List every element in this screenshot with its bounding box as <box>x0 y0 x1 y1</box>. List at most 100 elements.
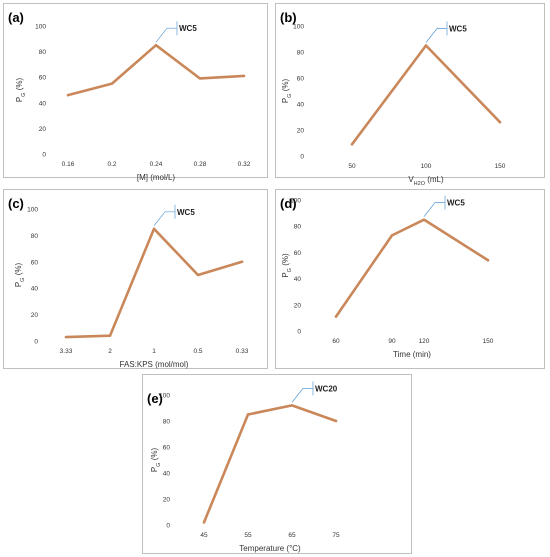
x-axis-label: FAS:KPS (mol/mol) <box>120 360 189 369</box>
y-tick-label: 20 <box>163 497 171 504</box>
series-line <box>64 227 244 339</box>
chart-svg: 0 20 40 60 80 100 3.33 2 1 0.5 0.33 FAS:KPS (mol/mo… <box>14 204 249 369</box>
annotation-label: WC5 <box>449 25 467 34</box>
data-point <box>64 335 68 339</box>
chart-svg: 0 20 40 60 80 100 50 100 150 VH2O (mL) PG (%) WC5 <box>281 21 506 187</box>
x-tick-label: 150 <box>495 163 506 170</box>
x-axis-label: [M] (mol/L) <box>137 173 176 182</box>
series-line <box>350 44 502 146</box>
y-axis-label: PG (%) <box>281 79 293 104</box>
data-point <box>66 93 70 97</box>
panel-letter: (e) <box>147 391 163 406</box>
y-tick-label: 80 <box>297 50 305 57</box>
x-tick-label: 0.32 <box>238 161 251 168</box>
y-axis-label: PG (%) <box>281 253 293 278</box>
y-tick-label: 40 <box>31 286 39 293</box>
series-line <box>334 218 490 318</box>
x-tick-label: 0.2 <box>107 161 116 168</box>
x-tick-label: 65 <box>288 532 296 539</box>
y-axis-label: PG (%) <box>15 78 27 103</box>
data-point <box>334 419 338 423</box>
y-tick-label: 0 <box>297 329 301 336</box>
panel-letter: (d) <box>280 196 297 211</box>
y-tick-label: 80 <box>39 49 47 56</box>
data-point <box>154 44 158 47</box>
x-tick-label: 1 <box>152 348 156 355</box>
y-tick-label: 100 <box>159 393 170 400</box>
y-tick-label: 80 <box>163 419 171 426</box>
y-tick-label: 0 <box>42 152 46 159</box>
data-point <box>422 218 426 221</box>
data-point <box>390 234 394 237</box>
y-tick-label: 100 <box>35 24 46 31</box>
panel-letter: (a) <box>8 10 24 25</box>
x-tick-label: 120 <box>419 338 430 345</box>
annotation-callout <box>423 202 445 217</box>
y-tick-label: 80 <box>31 233 39 240</box>
y-tick-label: 60 <box>39 75 47 82</box>
y-tick-label: 20 <box>39 126 47 133</box>
y-tick-label: 100 <box>27 207 38 214</box>
x-tick-label: 2 <box>108 348 112 355</box>
annotation-label: WC20 <box>315 384 338 393</box>
x-tick-label: 45 <box>200 532 208 539</box>
x-tick-label: 3.33 <box>60 348 73 355</box>
x-tick-label: 0.16 <box>62 161 75 168</box>
x-tick-label: 150 <box>483 338 494 345</box>
annotation-callout <box>425 28 447 43</box>
data-point <box>202 521 206 524</box>
data-point <box>242 74 246 78</box>
y-tick-label: 40 <box>39 100 47 107</box>
data-point <box>240 260 244 263</box>
series-line <box>66 43 246 97</box>
y-tick-label: 0 <box>300 154 304 161</box>
chart-panel-d: (d) 0 20 40 60 80 100 60 90 120 150 Time (min) PG (… <box>275 189 545 369</box>
y-tick-label: 80 <box>294 224 302 231</box>
data-point <box>350 143 354 146</box>
panel-letter: (c) <box>8 196 24 211</box>
chart-svg: 0 20 40 60 80 100 60 90 120 150 Time (min) PG (%) WC… <box>281 195 494 359</box>
data-point <box>198 77 202 80</box>
data-point <box>196 273 200 277</box>
annotation-callout <box>291 388 313 403</box>
x-axis-label: Temperature (°C) <box>239 544 301 553</box>
data-point <box>152 227 156 230</box>
annotation-callout <box>155 27 177 43</box>
y-tick-label: 20 <box>31 312 39 319</box>
y-tick-label: 40 <box>163 471 171 478</box>
y-tick-label: 100 <box>293 24 304 31</box>
x-tick-label: 0.24 <box>150 161 163 168</box>
data-point <box>110 82 114 85</box>
y-tick-label: 40 <box>297 102 305 109</box>
data-point <box>334 315 338 318</box>
y-tick-label: 40 <box>294 276 302 283</box>
data-point <box>424 44 428 47</box>
x-tick-label: 90 <box>388 338 396 345</box>
y-tick-label: 60 <box>294 250 302 257</box>
y-tick-label: 0 <box>166 523 170 530</box>
chart-panel-c: (c) 0 20 40 60 80 100 3.33 2 1 0.5 0.33 FAS:KPS (mo… <box>3 189 268 369</box>
y-tick-label: 20 <box>294 302 302 309</box>
y-tick-label: 60 <box>163 445 171 452</box>
series-line <box>202 404 338 524</box>
y-tick-label: 100 <box>290 198 301 205</box>
x-tick-label: 60 <box>332 338 340 345</box>
annotation-label: WC5 <box>447 199 465 208</box>
data-point <box>246 413 250 416</box>
annotation-label: WC5 <box>179 24 197 33</box>
x-tick-label: 0.33 <box>236 348 249 355</box>
chart-svg: 0 20 40 60 80 100 45 55 65 75 Temperature (°C) PG (… <box>150 381 340 553</box>
x-axis-label: Time (min) <box>393 350 431 359</box>
data-point <box>498 121 502 124</box>
x-tick-label: 0.5 <box>193 348 202 355</box>
annotation-callout <box>153 211 175 227</box>
x-tick-label: 100 <box>421 163 432 170</box>
x-tick-label: 50 <box>348 163 356 170</box>
y-axis-label: PG (%) <box>14 263 26 288</box>
x-tick-label: 0.28 <box>194 161 207 168</box>
data-point <box>486 259 490 262</box>
y-tick-label: 0 <box>34 339 38 346</box>
x-tick-label: 75 <box>332 532 340 539</box>
y-tick-label: 60 <box>297 76 305 83</box>
panel-letter: (b) <box>280 10 297 25</box>
